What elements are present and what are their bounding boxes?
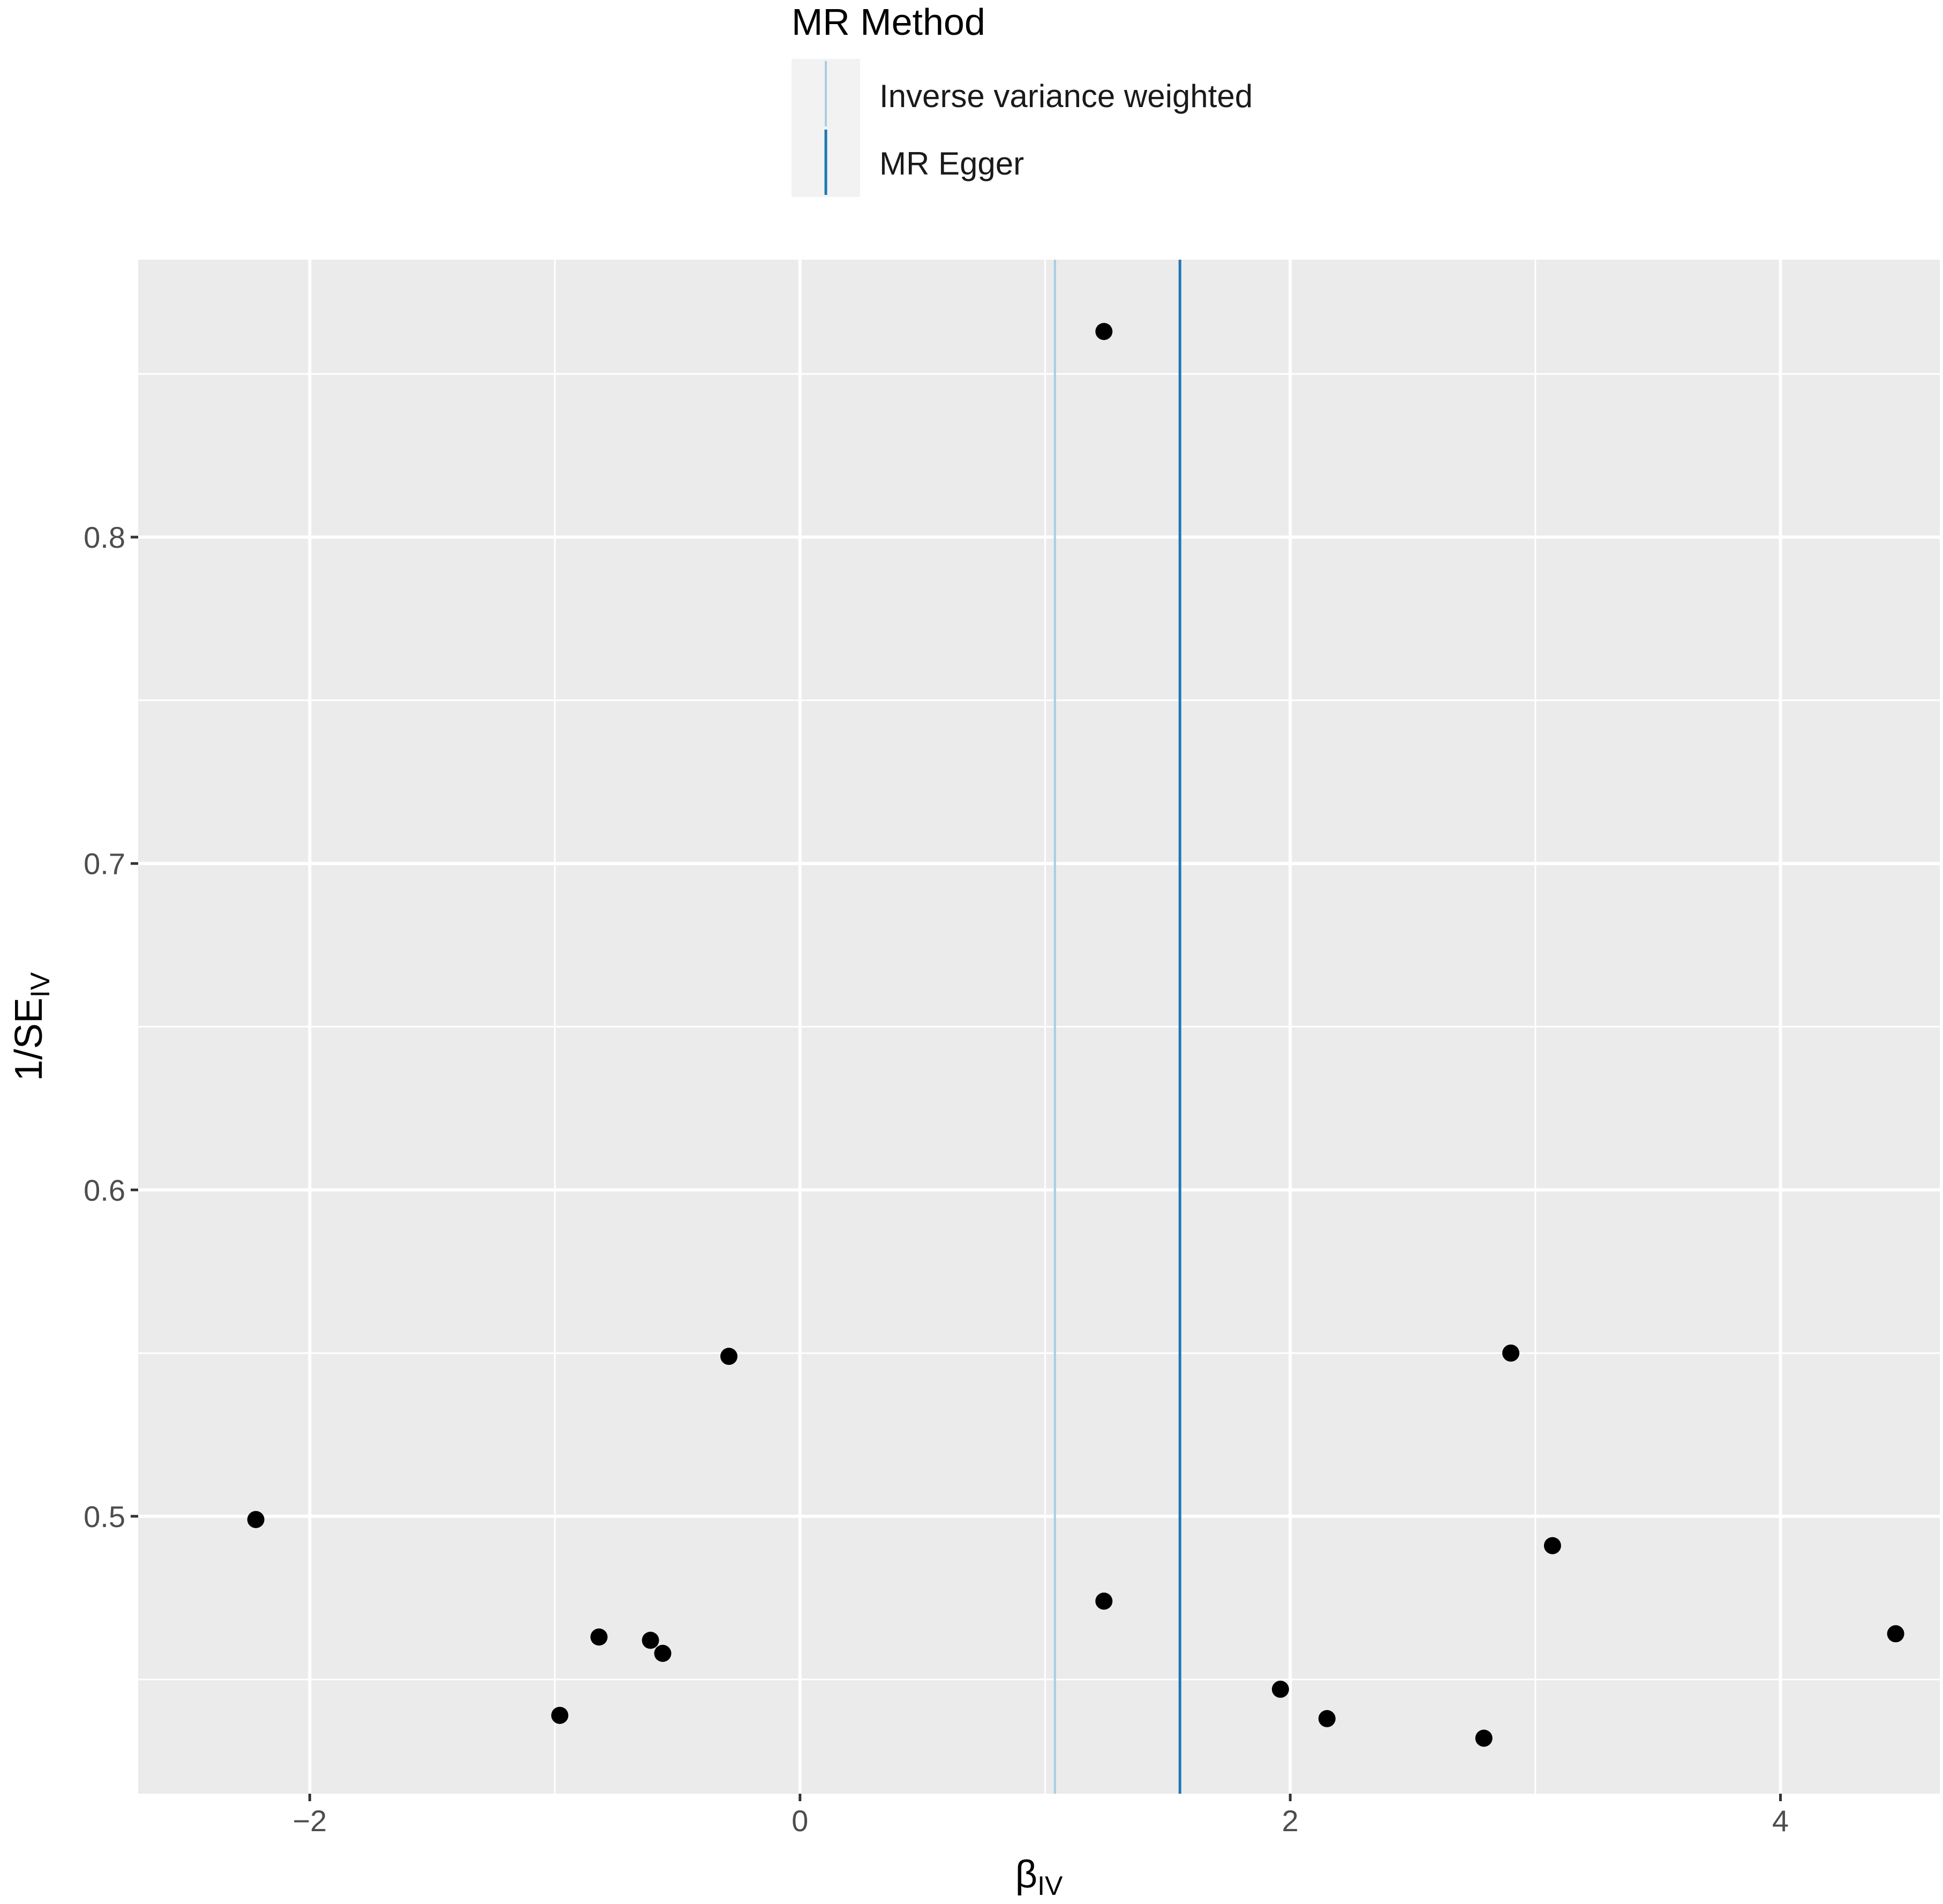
x-tick-label: 2 — [1282, 1804, 1299, 1838]
legend-title: MR Method — [792, 1, 985, 43]
major-gridlines — [138, 260, 1940, 1794]
data-point — [1095, 1592, 1113, 1610]
data-points — [247, 323, 1904, 1747]
x-tick-label: 0 — [792, 1804, 808, 1838]
x-axis-title: βIV — [1015, 1853, 1063, 1901]
axis-ticks: −2 0 2 4 0.5 0.6 0.7 0.8 — [84, 520, 1789, 1838]
data-point — [551, 1706, 569, 1724]
y-tick-label: 0.8 — [84, 520, 125, 554]
legend: MR Method Inverse variance weighted MR E… — [792, 1, 1253, 197]
y-tick-label: 0.5 — [84, 1500, 125, 1533]
data-point — [1475, 1729, 1493, 1747]
data-point — [1095, 323, 1113, 341]
legend-label-ivw: Inverse variance weighted — [879, 78, 1253, 114]
data-point — [654, 1644, 672, 1662]
data-point — [590, 1628, 608, 1646]
y-tick-label: 0.6 — [84, 1173, 125, 1207]
method-lines — [1053, 260, 1181, 1794]
data-point — [1502, 1344, 1520, 1362]
data-point — [642, 1631, 659, 1649]
legend-label-mr-egger: MR Egger — [879, 146, 1024, 182]
data-point — [247, 1510, 265, 1528]
minor-gridlines — [138, 260, 1940, 1794]
x-tick-label: 4 — [1772, 1804, 1789, 1838]
y-tick-label: 0.7 — [84, 847, 125, 881]
data-point — [1318, 1710, 1336, 1727]
x-tick-label: −2 — [292, 1804, 327, 1838]
y-axis-title: 1/SEIV — [7, 972, 55, 1081]
data-point — [1543, 1537, 1561, 1554]
data-point — [720, 1348, 738, 1365]
data-point — [1887, 1625, 1904, 1643]
data-point — [1271, 1680, 1289, 1698]
